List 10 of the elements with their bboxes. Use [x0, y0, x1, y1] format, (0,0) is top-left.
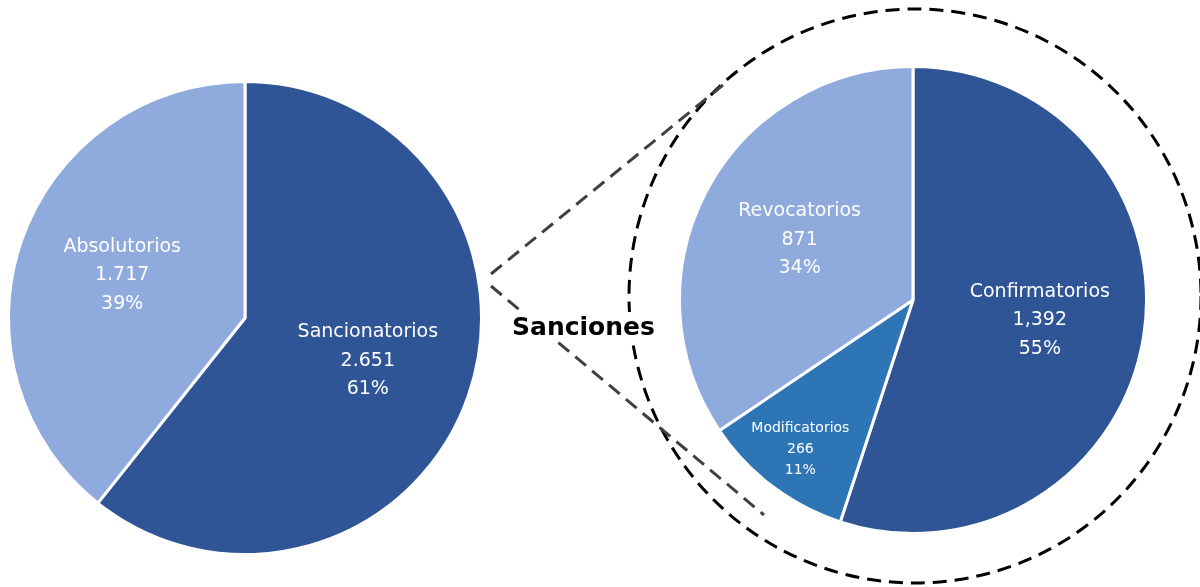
data-label: 266 11% — [784, 439, 816, 477]
slice-label: Absolutorios — [63, 233, 181, 256]
data-label: 2.651 61% — [340, 347, 396, 399]
slice-label: Confirmatorios — [969, 278, 1110, 301]
slice-label: Revocatorios — [738, 198, 861, 221]
data-label: 1.717 39% — [94, 262, 150, 313]
data-label: 1,392 55% — [1012, 307, 1068, 358]
data-label: 871 34% — [778, 226, 821, 278]
slice-label: Modificatorios — [751, 418, 850, 435]
slice-label: Sancionatorios — [297, 319, 439, 342]
